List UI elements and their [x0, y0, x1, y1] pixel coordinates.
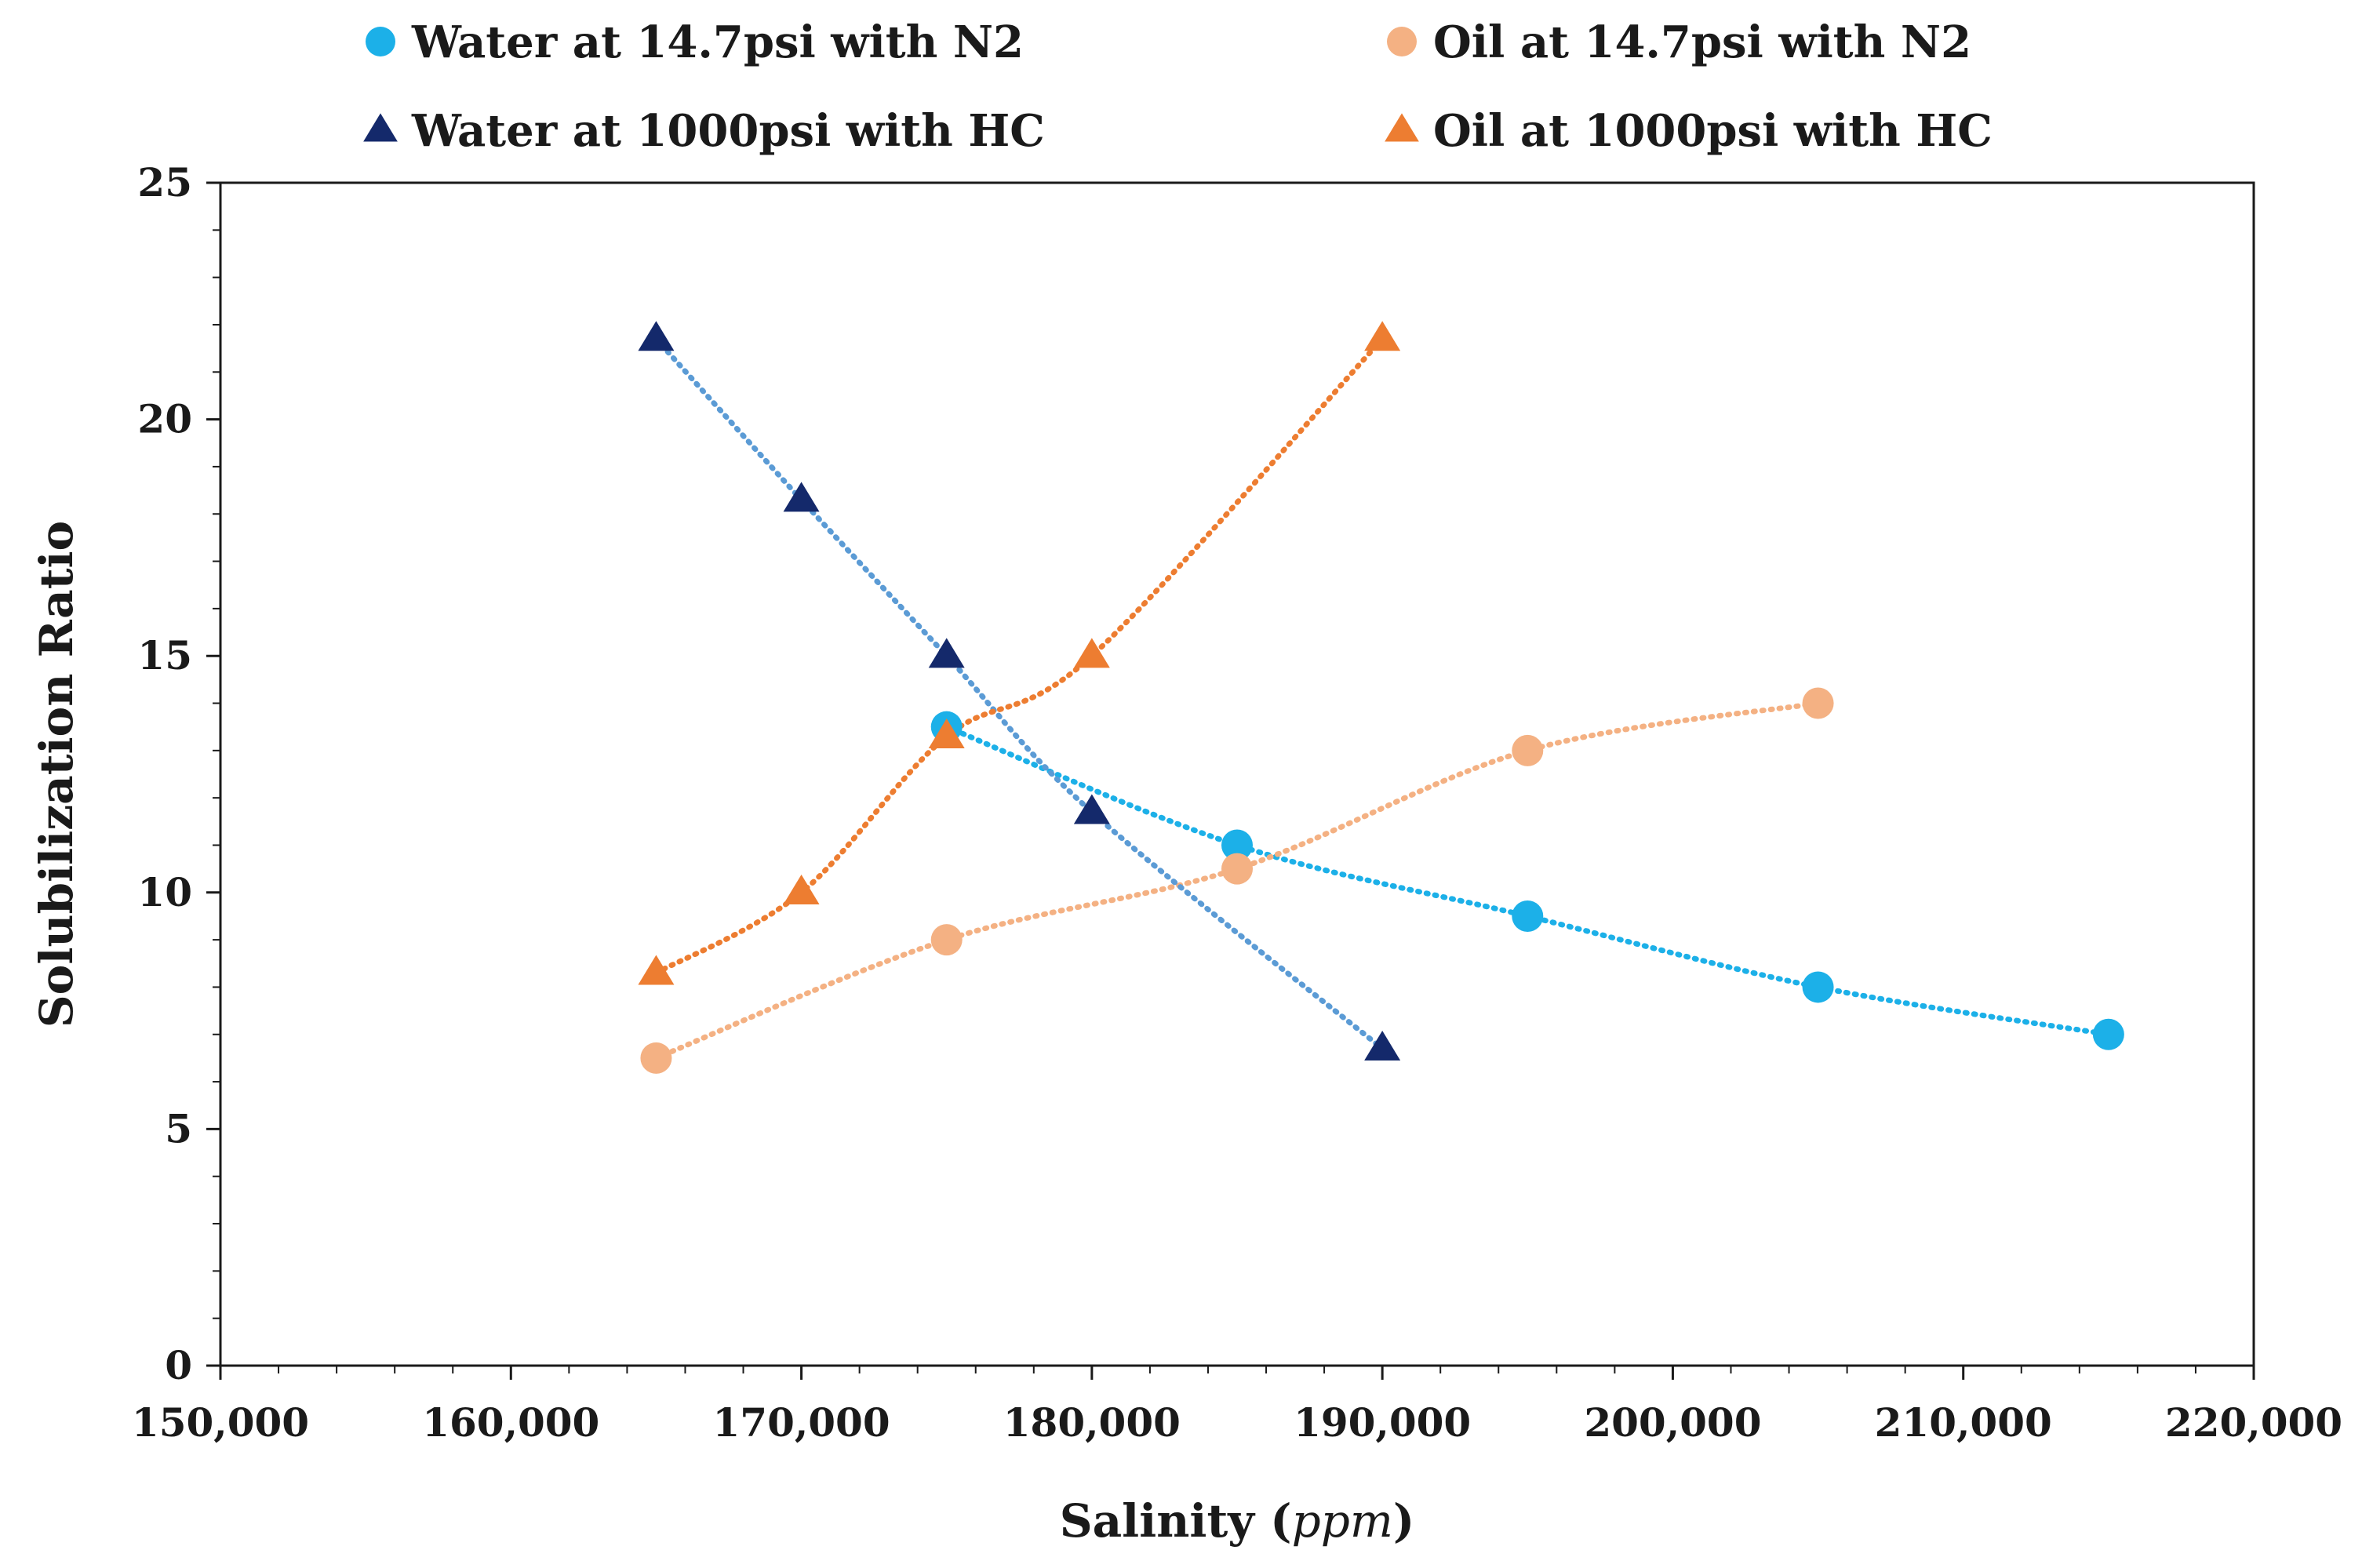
x-tick-label: 160,000: [422, 1399, 599, 1446]
data-point-water-at-1000psi-with-hc: [783, 482, 820, 512]
data-point-oil-at-1000psi-with-hc: [783, 875, 820, 904]
data-point-oil-at-14-7psi-with-n2: [1221, 853, 1253, 885]
data-point-water-at-1000psi-with-hc: [1364, 1031, 1401, 1061]
plot-area: [219, 181, 2255, 1367]
y-axis-title: Solubilization Ratio: [30, 521, 83, 1028]
trendline-water-at-14-7psi-with-n2: [944, 724, 2112, 1038]
data-point-oil-at-14-7psi-with-n2: [1512, 734, 1544, 766]
y-tick-label: 20: [137, 396, 192, 442]
data-point-oil-at-14-7psi-with-n2: [640, 1042, 672, 1074]
legend: Water at 14.7psi with N2 Oil at 14.7psi w…: [363, 16, 1993, 157]
trendline-water-at-1000psi-with-hc: [653, 336, 1385, 1052]
y-tick-label: 10: [137, 869, 192, 915]
y-tick-label: 15: [137, 632, 192, 678]
legend-item-water-at-1000psi-with-hc: Water at 1000psi with HC: [363, 105, 1045, 157]
data-point-oil-at-1000psi-with-hc: [1073, 638, 1110, 668]
trendline-oil-at-1000psi-with-hc: [653, 336, 1385, 976]
data-markers: [638, 321, 2124, 1074]
legend-label: Water at 14.7psi with N2: [411, 16, 1024, 68]
legend-item-oil-at-14-7psi-with-n2: Oil at 14.7psi with N2: [1387, 16, 1971, 68]
data-point-water-at-1000psi-with-hc: [638, 321, 675, 351]
legend-swatch-water-at-14-7psi-with-n2: [366, 27, 395, 56]
data-point-water-at-1000psi-with-hc: [1073, 794, 1110, 824]
y-tick-label: 5: [165, 1105, 192, 1151]
data-point-water-at-14-7psi-with-n2: [1221, 829, 1253, 861]
y-tick-label: 25: [137, 159, 192, 206]
data-point-water-at-14-7psi-with-n2: [2092, 1018, 2124, 1050]
legend-item-water-at-14-7psi-with-n2: Water at 14.7psi with N2: [366, 16, 1024, 68]
y-tick-label: 0: [165, 1342, 192, 1388]
data-point-oil-at-1000psi-with-hc: [928, 718, 965, 748]
x-tick-label: 170,000: [712, 1399, 890, 1446]
data-point-water-at-14-7psi-with-n2: [1512, 900, 1544, 932]
trendlines: [653, 336, 2112, 1061]
legend-item-oil-at-1000psi-with-hc: Oil at 1000psi with HC: [1385, 105, 1993, 157]
data-point-oil-at-14-7psi-with-n2: [1802, 687, 1834, 719]
plot-border: [219, 181, 2255, 1367]
legend-swatch-water-at-1000psi-with-hc: [363, 113, 398, 142]
data-point-water-at-1000psi-with-hc: [928, 638, 965, 668]
legend-swatch-oil-at-14-7psi-with-n2: [1387, 27, 1417, 56]
data-point-oil-at-1000psi-with-hc: [638, 955, 675, 985]
x-tick-label: 220,000: [2165, 1399, 2342, 1446]
x-axis-title: Salinity (ppm): [1060, 1494, 1415, 1548]
axes: 150,000 160,000 170,000 180,000 190,000 200,0…: [30, 159, 2342, 1548]
x-tick-label: 190,000: [1294, 1399, 1471, 1446]
data-point-oil-at-14-7psi-with-n2: [930, 924, 963, 956]
data-point-water-at-14-7psi-with-n2: [1802, 971, 1834, 1003]
legend-label: Oil at 14.7psi with N2: [1433, 16, 1971, 68]
legend-label: Oil at 1000psi with HC: [1433, 105, 1993, 157]
data-point-oil-at-1000psi-with-hc: [1364, 321, 1401, 351]
x-tick-label: 200,000: [1584, 1399, 1761, 1446]
x-tick-label: 150,000: [132, 1399, 309, 1446]
legend-label: Water at 1000psi with HC: [411, 105, 1045, 157]
x-tick-label: 180,000: [1003, 1399, 1181, 1446]
legend-swatch-oil-at-1000psi-with-hc: [1385, 113, 1419, 142]
x-tick-label: 210,000: [1875, 1399, 2052, 1446]
